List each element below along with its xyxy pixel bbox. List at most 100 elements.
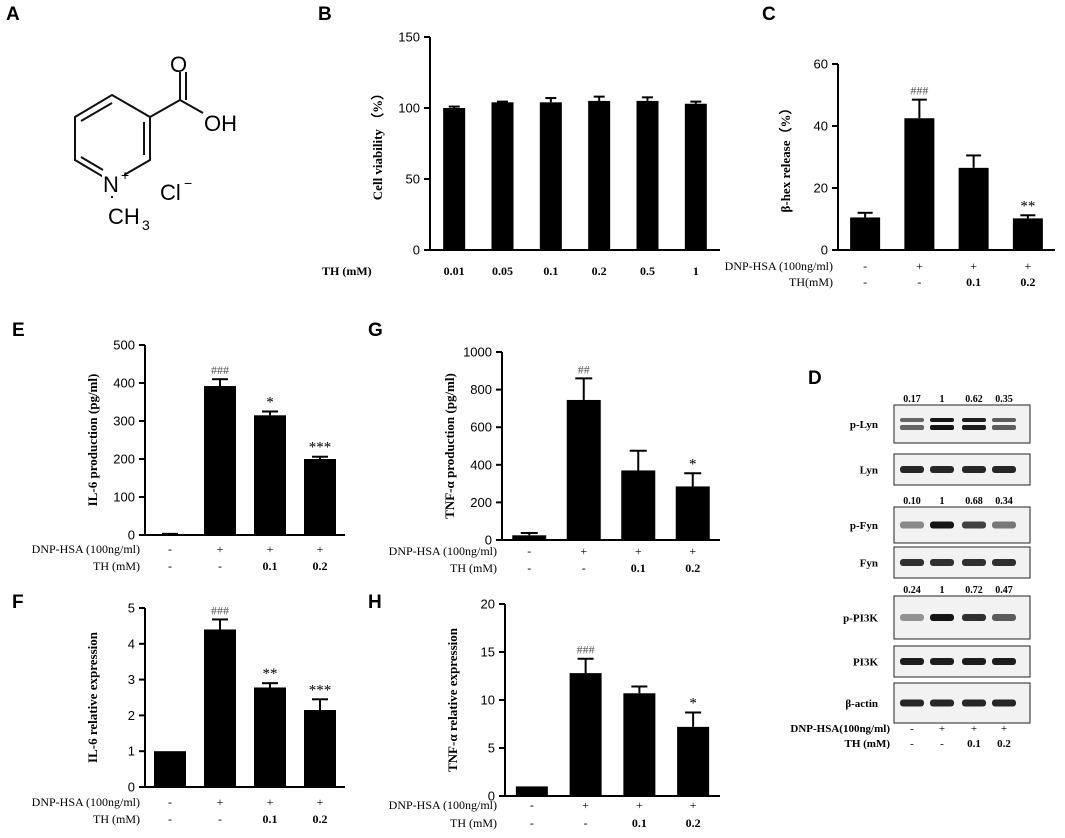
bar [512, 535, 547, 540]
blot-strip [893, 404, 1031, 444]
bar [254, 415, 286, 535]
significance-annotation: *** [309, 440, 332, 456]
y-axis-title: TNF-α relative expression [445, 627, 460, 772]
blot-band [930, 559, 954, 566]
y-tick-label: 4 [128, 636, 135, 651]
band-quantification: 1 [940, 585, 945, 596]
bar [204, 629, 236, 787]
significance-annotation: * [689, 695, 697, 711]
treatment-value: - [863, 275, 867, 289]
significance-annotation: * [689, 456, 697, 472]
treatment-value: + [1024, 259, 1031, 273]
y-axis-title: β-hex release（%） [778, 102, 793, 213]
y-tick-label: 1000 [463, 345, 492, 360]
treatment-value: 1 [693, 264, 699, 278]
y-tick-label: 0 [128, 528, 135, 543]
blot-band [930, 521, 954, 529]
treatment-value: 0.1 [263, 812, 278, 826]
y-tick-label: 0 [821, 243, 828, 258]
treatment-value: - [218, 812, 222, 826]
y-tick-label: 200 [470, 495, 492, 510]
blot-band [992, 658, 1016, 665]
bar [636, 100, 659, 251]
treatment-value: - [910, 723, 914, 735]
blot-band [930, 418, 954, 422]
treatment-value: - [863, 259, 867, 273]
band-quantification: 0.62 [965, 394, 983, 405]
band-quantification: 0.68 [965, 496, 983, 507]
blot-band [962, 559, 986, 566]
pyridinium-ring [74, 93, 151, 184]
positive-charge: + [121, 167, 129, 183]
blot-band [900, 699, 924, 707]
blot-band [900, 425, 924, 430]
y-tick-label: 0 [488, 789, 495, 804]
y-tick-label: 100 [398, 101, 420, 116]
chart-g-tnfa-production: 0 200 400 600 800 1000 TNF-α production (pg/ml… [389, 345, 720, 575]
treatment-value: 0.2 [685, 561, 700, 575]
treatment-value: - [530, 816, 534, 830]
y-axis-title: IL-6 production (pg/ml) [85, 374, 100, 507]
panel-letter-b: B [318, 4, 332, 25]
treatment-value: 0.2 [1020, 275, 1035, 289]
blot-band [962, 521, 986, 529]
treatment-value: + [582, 798, 589, 812]
blot-row-label: p-Fyn [850, 520, 878, 532]
y-tick-label: 0 [485, 533, 492, 548]
blot-band [930, 699, 954, 707]
blot-band [992, 699, 1016, 707]
significance-annotation: ### [577, 643, 595, 657]
treatment-value: - [910, 738, 914, 750]
treatment-value: + [971, 723, 977, 735]
y-tick-label: 50 [406, 172, 420, 187]
treatment-label: TH (mM) [93, 559, 140, 573]
panel-letter-g: G [368, 320, 383, 341]
chart-b-cell-viability: 0 50 100 150 Cell viability （%） TH (mM) 0.01 0.… [322, 30, 720, 278]
blot-band [930, 658, 954, 665]
treatment-value: + [217, 542, 224, 556]
bar [539, 102, 562, 250]
western-blot-d: p-Lyn 0.17 1 0.62 0.35 Lyn p-Fyn 0.10 1 0.68 0.34 F… [790, 394, 1031, 750]
ring-double-bond-1 [80, 102, 113, 122]
bar [443, 108, 466, 250]
blot-row-label: Fyn [860, 558, 878, 570]
treatment-value: 0.1 [263, 559, 278, 573]
treatment-value: 0.1 [631, 561, 646, 575]
y-tick-label: 10 [481, 693, 495, 708]
band-quantification: 0.17 [903, 394, 921, 405]
y-tick-label: 5 [488, 741, 495, 756]
significance-annotation: *** [309, 682, 332, 698]
blot-band [900, 614, 924, 621]
significance-annotation: ** [263, 666, 278, 682]
blot-band [992, 425, 1016, 430]
bar [569, 673, 602, 796]
y-tick-label: 2 [128, 708, 135, 723]
y-tick-label: 500 [113, 338, 135, 353]
treatment-label: TH (mM) [322, 264, 372, 278]
bar [675, 486, 710, 540]
treatment-label: DNP-HSA(100ng/ml) [790, 723, 890, 735]
treatment-value: - [168, 812, 172, 826]
panel-letter-f: F [12, 592, 24, 613]
blot-row-label: PI3K [853, 657, 879, 669]
band-quantification: 0.34 [995, 496, 1013, 507]
y-tick-label: 3 [128, 672, 135, 687]
y-tick-label: 5 [128, 601, 135, 616]
carbonyl-oxygen: O [170, 52, 187, 77]
bar [154, 751, 186, 787]
treatment-value: 0.5 [640, 264, 655, 278]
y-tick-label: 150 [398, 30, 420, 45]
panel-letter-c: C [762, 4, 776, 25]
treatment-value: 0.1 [967, 738, 981, 750]
treatment-value: - [917, 275, 921, 289]
treatment-label: TH (mM) [450, 816, 497, 830]
bond-to-carboxyl [149, 99, 181, 118]
blot-band [930, 425, 954, 430]
y-tick-label: 800 [470, 382, 492, 397]
treatment-value: - [530, 798, 534, 812]
treatment-value: + [317, 795, 324, 809]
treatment-label: DNP-HSA (100ng/ml) [725, 259, 833, 273]
bar [904, 118, 935, 250]
bar [958, 167, 989, 250]
